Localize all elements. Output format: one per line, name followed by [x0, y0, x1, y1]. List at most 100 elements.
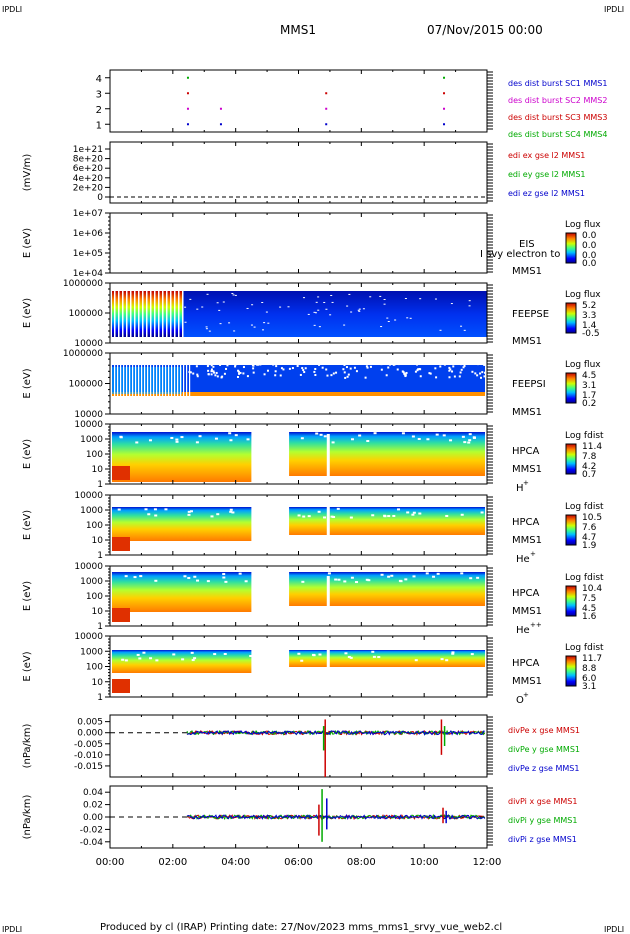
feepse-speckle [232, 294, 235, 296]
hpca-he-side-label: HPCA [512, 517, 540, 528]
feepsi-speckle [449, 368, 452, 371]
feepse-speckle [313, 324, 316, 326]
hpca-hepp-ytick-label: 1000 [80, 577, 103, 587]
hpca-o-speckle [124, 659, 128, 662]
feepse-speckle [329, 314, 332, 316]
feepsi-gap [153, 363, 155, 396]
hpca-hepp-speckle [365, 578, 369, 581]
feepsi-speckle [213, 371, 216, 374]
feepsi-speckle [210, 370, 213, 373]
feepsi-speckle [476, 363, 479, 366]
hpca-he-speckle [187, 513, 191, 516]
hpca-hepp-side-label: MMS1 [512, 606, 542, 617]
feepse-speckle [348, 293, 351, 295]
hpca-o-speckle [155, 659, 159, 662]
feepsi-speckle [480, 376, 483, 379]
feepsi-speckle [476, 374, 479, 377]
feepse-speckle [279, 306, 282, 308]
hpca-he-speckle [412, 511, 416, 514]
feepse-speckle [234, 294, 237, 296]
hpca-hepp-speckle [264, 573, 268, 576]
feepsi-speckle [342, 368, 345, 371]
feepse-gap [158, 289, 160, 337]
hpca-h-speckle [323, 435, 327, 438]
hpca-he-speckle [397, 508, 401, 511]
hpca-hepp-ytick-label: 1 [97, 622, 103, 632]
feepsi-speckle [274, 374, 277, 377]
hpca-o-speckle [260, 650, 264, 653]
hpca-hepp-speckle [436, 572, 440, 575]
feepsi-speckle [453, 375, 456, 378]
hpca-hepp-speckle [367, 579, 371, 582]
feepsi-speckle [282, 368, 285, 371]
feepsi-speckle [225, 367, 228, 370]
feepsi-speckle [212, 365, 215, 368]
hpca-o-ylabel: E (eV) [22, 651, 33, 681]
divpi-ytick-label: -0.04 [80, 838, 104, 848]
hpca-he-speckle [302, 515, 306, 518]
feepse-speckle [434, 298, 437, 300]
hpca-o-cbar-tick: 3.1 [582, 682, 596, 692]
divpe-frame [109, 714, 488, 778]
feepsi-speckle [195, 365, 198, 368]
feepsi-gap [177, 363, 179, 396]
feepsi-gap [141, 363, 143, 396]
feepse-speckle [205, 328, 208, 330]
hpca-he-speckle [254, 509, 258, 512]
feepsi-gap [120, 363, 122, 396]
hpca-hepp-cbar [565, 585, 577, 617]
hpca-o-speckle [259, 651, 263, 654]
feepse-speckle [307, 313, 310, 315]
feepsi-speckle [206, 365, 209, 368]
feepsi-ytick-label: 1000000 [63, 349, 103, 359]
feepse-speckle [358, 308, 361, 310]
hpca-hepp-speckle [399, 580, 403, 583]
hpca-he-ytick-label: 1000 [80, 506, 103, 516]
feepse-gap [174, 289, 176, 337]
feepse-speckle [206, 293, 209, 295]
feepsi-gap [162, 363, 164, 396]
feepse-speckle [346, 305, 349, 307]
feepse-speckle [314, 312, 317, 314]
eis-cbar-tick: 0.0 [582, 251, 597, 261]
hpca-o-speckle [249, 655, 253, 658]
feepsi-speckle [345, 366, 348, 369]
feepsi-speckle [188, 371, 191, 374]
hpca-o-speckle [268, 651, 272, 654]
feepse-gap [182, 289, 184, 337]
hpca-hepp-speckle [387, 575, 391, 578]
divpe-ytick-label: 0.005 [77, 718, 103, 728]
feepse-speckle [379, 295, 382, 297]
hpca-he-speckle [117, 508, 121, 511]
feepse-speckle [330, 294, 333, 296]
feepsi-gap [138, 363, 140, 396]
hpca-h-ytick-label: 100 [86, 450, 103, 460]
hpca-o-speckle [297, 652, 301, 655]
feepse-gap [170, 289, 172, 337]
feepsi-speckle [302, 369, 305, 372]
hpca-he-speckle [216, 513, 220, 516]
feepse-speckle [369, 296, 372, 298]
feepsi-gap [180, 363, 182, 396]
hpca-he-speckle [349, 516, 353, 519]
hpca-o-side-label: MMS1 [512, 676, 542, 687]
hpca-he-speckle [187, 510, 191, 513]
hpca-he-speckle [144, 508, 148, 511]
divpi-legend-entry: divPi z gse MMS1 [508, 835, 577, 844]
feepse-speckle [196, 308, 199, 310]
divpi-ytick-label: -0.02 [80, 825, 103, 835]
hpca-hepp-speckle [301, 580, 305, 583]
feepsi-speckle [196, 373, 199, 376]
feepsi-speckle [257, 363, 260, 366]
feepsi-speckle [280, 367, 283, 370]
hpca-o-speckle [414, 659, 418, 662]
hpca-h-side-ion-charge: + [523, 479, 529, 487]
feepsi-speckle [314, 374, 317, 377]
hpca-hepp-hotspot [112, 608, 130, 622]
edi-ytick-label: 8e+20 [73, 155, 104, 165]
hpca-o-ytick-label: 1 [97, 693, 103, 703]
feepsi-speckle [326, 374, 329, 377]
hpca-he-cbar-tick: 7.6 [582, 523, 597, 533]
feepse-gap [134, 289, 136, 337]
feepse-speckle [419, 298, 422, 300]
